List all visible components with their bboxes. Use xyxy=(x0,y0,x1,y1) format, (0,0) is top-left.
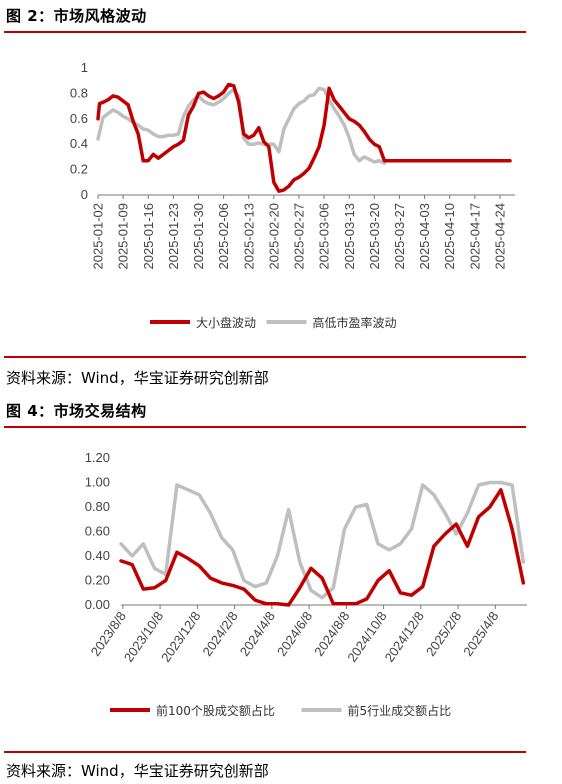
red-series-line xyxy=(96,82,512,193)
x-tick-label: 2025-03-06 xyxy=(317,203,332,270)
figure-2-title: 图 2：市场风格波动 xyxy=(6,7,147,25)
x-tick-label: 2025/4/8 xyxy=(460,609,501,659)
x-tick-label: 2024/4/8 xyxy=(237,609,278,659)
x-tick-label: 2025-02-13 xyxy=(241,203,256,269)
y-tick-label: 0.80 xyxy=(85,499,110,514)
x-tick-label: 2025-04-17 xyxy=(467,203,482,270)
figure-2-top-rule xyxy=(4,31,526,33)
y-tick-label: 0.8 xyxy=(70,85,88,100)
figure-4-title: 图 4：市场交易结构 xyxy=(6,402,147,420)
legend-label: 前5行业成交额占比 xyxy=(348,703,452,718)
grey-series-line xyxy=(119,480,526,600)
y-tick-label: 0.20 xyxy=(85,573,110,588)
x-tick-label: 2025-02-20 xyxy=(266,203,281,270)
x-tick-label: 2024/6/8 xyxy=(274,609,315,659)
figure-4-top-rule xyxy=(4,426,526,428)
y-tick-label: 0.6 xyxy=(70,111,88,126)
x-tick-label: 2025-02-27 xyxy=(292,203,307,270)
x-tick-label: 2025-04-24 xyxy=(492,203,507,270)
x-tick-label: 2025-03-13 xyxy=(342,203,357,270)
x-tick-label: 2025-04-10 xyxy=(442,203,457,270)
y-tick-label: 1.00 xyxy=(85,475,110,490)
x-tick-label: 2025-03-20 xyxy=(367,203,382,270)
figure-4-bottom-rule xyxy=(4,751,526,753)
x-tick-label: 2023/8/8 xyxy=(88,609,129,659)
figure-4-source: 资料来源：Wind，华宝证券研究创新部 xyxy=(6,762,269,780)
x-tick-label: 2025-01-30 xyxy=(191,203,206,270)
x-tick-label: 2025-01-09 xyxy=(116,203,131,270)
legend-label: 前100个股成交额占比 xyxy=(156,703,275,718)
legend-label: 高低市盈率波动 xyxy=(313,315,397,330)
y-tick-label: 0.00 xyxy=(85,597,110,612)
y-tick-label: 0.2 xyxy=(70,162,88,177)
y-tick-label: 1.20 xyxy=(85,450,110,465)
legend-label: 大小盘波动 xyxy=(196,315,256,330)
x-tick-label: 2025-04-03 xyxy=(417,203,432,270)
x-tick-label: 2025-01-16 xyxy=(141,203,156,270)
y-tick-label: 0 xyxy=(81,187,88,202)
x-tick-label: 2024/8/8 xyxy=(311,609,352,659)
x-tick-label: 2025-03-27 xyxy=(392,203,407,270)
y-tick-label: 0.4 xyxy=(70,136,88,151)
figure-2-chart: 0 0.2 0.4 0.6 0.8 1 2025-01-02 2025-01-09 2025-0… xyxy=(70,60,515,330)
figure-2-bottom-rule xyxy=(4,356,526,358)
x-tick-label: 2024/2/8 xyxy=(199,609,240,659)
y-tick-label: 1 xyxy=(81,60,88,75)
figure-2-source: 资料来源：Wind，华宝证券研究创新部 xyxy=(6,369,269,387)
figure-4-chart: 0.000.200.400.600.801.001.202023/8/82023… xyxy=(85,450,527,718)
x-tick-label: 2025/2/8 xyxy=(423,609,464,659)
y-tick-label: 0.40 xyxy=(85,548,110,563)
x-tick-label: 2025-01-23 xyxy=(166,203,181,270)
y-tick-label: 0.60 xyxy=(85,524,110,539)
x-tick-label: 2025-02-06 xyxy=(216,203,231,270)
red-series-line xyxy=(119,488,526,607)
x-tick-label: 2025-01-02 xyxy=(91,203,106,270)
